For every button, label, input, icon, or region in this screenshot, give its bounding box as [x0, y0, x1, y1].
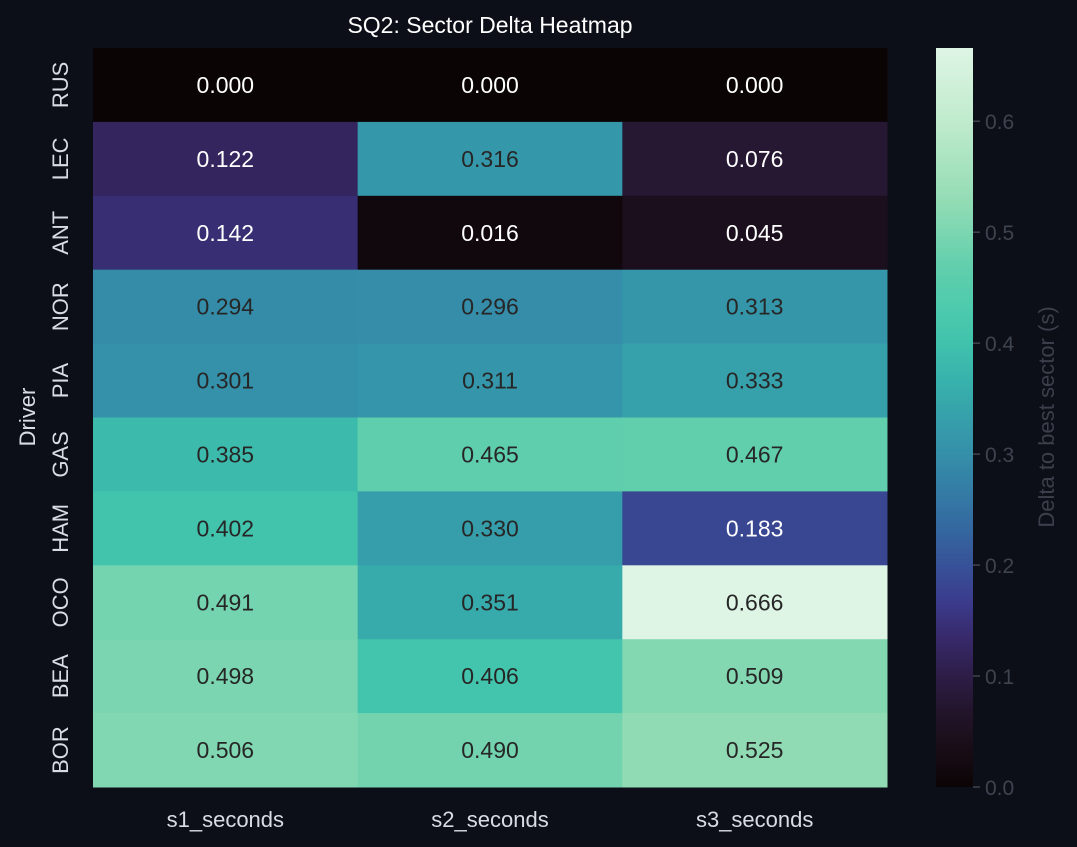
heatmap-cell: [357, 417, 623, 492]
colorbar-tick-label: 0.5: [985, 222, 1014, 245]
cell-value-label: 0.351: [461, 589, 519, 615]
x-tick-label: s3_seconds: [696, 807, 813, 832]
cell-value-label: 0.313: [726, 294, 784, 320]
heatmap-cell: [622, 491, 888, 566]
heatmap-cell: [357, 343, 623, 418]
colorbar-tick-label: 0.6: [985, 111, 1014, 134]
heatmap-cell: [93, 343, 359, 418]
heatmap-cell: [93, 565, 359, 640]
heatmap-cell: [93, 195, 359, 271]
heatmap-cell: [93, 121, 359, 197]
cell-value-label: 0.333: [726, 368, 784, 394]
heatmap-cell: [622, 269, 888, 345]
cell-value-label: 0.498: [197, 663, 255, 689]
y-tick-label: OCO: [48, 577, 73, 627]
cell-value-label: 0.506: [197, 737, 255, 763]
heatmap-cell: [93, 269, 359, 345]
cell-value-label: 0.467: [726, 441, 784, 467]
heatmap-cell: [622, 343, 888, 418]
heatmap-cell: [622, 121, 888, 197]
y-tick-label: LEC: [48, 137, 73, 180]
heatmap-cell: [622, 639, 888, 714]
colorbar-tick-label: 0.2: [985, 555, 1014, 578]
heatmap-cell: [622, 417, 888, 492]
heatmap-cells: 0.000 0.000 0.000 0.122 0.316 0.076 0.142 0.016…: [93, 48, 888, 788]
heatmap-cell: [357, 639, 623, 714]
y-tick-label: BEA: [48, 654, 73, 698]
cell-value-label: 0.000: [726, 72, 784, 98]
y-tick-label: BOR: [48, 726, 73, 774]
heatmap-cell: [357, 121, 623, 197]
cell-value-label: 0.122: [197, 146, 255, 172]
chart-title: SQ2: Sector Delta Heatmap: [347, 12, 632, 38]
heatmap-cell: [622, 195, 888, 271]
x-tick-label: s1_seconds: [167, 807, 284, 832]
heatmap-cell: [93, 713, 359, 788]
y-tick-label: ANT: [48, 211, 73, 255]
cell-value-label: 0.509: [726, 663, 784, 689]
heatmap-cell: [357, 491, 623, 566]
cell-value-label: 0.525: [726, 737, 784, 763]
heatmap-cell: [357, 269, 623, 345]
cell-value-label: 0.385: [197, 441, 255, 467]
heatmap-cell: [357, 565, 623, 640]
cell-value-label: 0.000: [197, 72, 255, 98]
cell-value-label: 0.296: [461, 294, 519, 320]
colorbar-tick-label: 0.1: [985, 666, 1014, 689]
colorbar: 0.0 0.1 0.2 0.3 0.4 0.5 0.6: [936, 48, 1015, 800]
colorbar-tick-label: 0.0: [985, 777, 1014, 800]
cell-value-label: 0.016: [461, 220, 519, 246]
cell-value-label: 0.076: [726, 146, 784, 172]
y-tick-labels: RUS LEC ANT NOR PIA GAS HAM OCO BEA BOR: [48, 62, 73, 774]
y-tick-label: HAM: [48, 504, 73, 553]
heatmap-cell: [93, 48, 359, 123]
heatmap-cell: [93, 639, 359, 714]
cell-value-label: 0.311: [462, 368, 518, 394]
x-tick-label: s2_seconds: [431, 807, 548, 832]
heatmap-cell: [93, 417, 359, 492]
heatmap-cell: [622, 565, 888, 640]
heatmap-cell: [357, 713, 623, 788]
cell-value-label: 0.045: [726, 220, 784, 246]
cell-value-label: 0.316: [461, 146, 519, 172]
cell-value-label: 0.301: [197, 368, 255, 394]
colorbar-tick-label: 0.3: [985, 444, 1014, 467]
cell-value-label: 0.330: [461, 515, 519, 541]
y-tick-label: NOR: [48, 282, 73, 331]
cell-value-label: 0.402: [197, 515, 255, 541]
cell-value-label: 0.183: [726, 515, 784, 541]
colorbar-tick-label: 0.4: [985, 333, 1015, 356]
heatmap-cell: [93, 491, 359, 566]
cell-value-label: 0.666: [726, 589, 784, 615]
y-axis-label: Driver: [15, 388, 40, 447]
heatmap-cell: [622, 48, 888, 123]
colorbar-gradient: [936, 48, 973, 787]
cell-value-label: 0.406: [461, 663, 519, 689]
y-tick-label: RUS: [48, 62, 73, 108]
heatmap-cell: [622, 713, 888, 788]
cell-value-label: 0.294: [197, 294, 255, 320]
heatmap-cell: [357, 48, 623, 123]
cell-value-label: 0.491: [197, 589, 255, 615]
y-tick-label: GAS: [48, 431, 73, 477]
cell-value-label: 0.465: [461, 441, 519, 467]
x-tick-labels: s1_seconds s2_seconds s3_seconds: [167, 807, 814, 832]
cell-value-label: 0.490: [461, 737, 519, 763]
y-tick-label: PIA: [48, 362, 73, 398]
colorbar-label: Delta to best sector (s): [1034, 306, 1059, 527]
heatmap-cell: [357, 195, 623, 271]
cell-value-label: 0.142: [197, 220, 255, 246]
cell-value-label: 0.000: [461, 72, 519, 98]
